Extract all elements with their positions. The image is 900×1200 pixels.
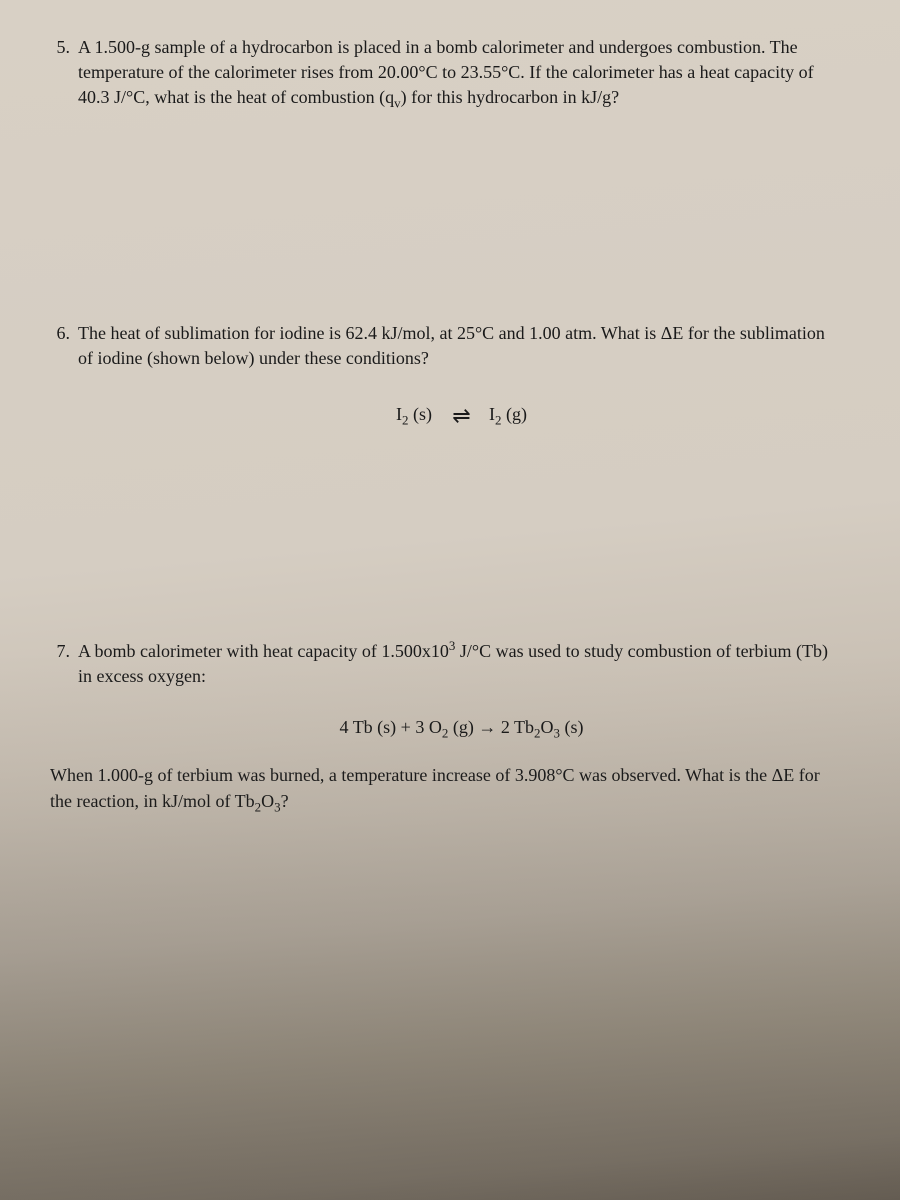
problem-6-number: 6. xyxy=(50,321,78,346)
problem-5: 5. A 1.500-g sample of a hydrocarbon is … xyxy=(50,35,845,111)
worksheet-page: 5. A 1.500-g sample of a hydrocarbon is … xyxy=(50,35,845,814)
problem-7-equation: 4 Tb (s) + 3 O2 (g) → 2 Tb2O3 (s) xyxy=(50,717,845,738)
equation-6-right: I2 (g) xyxy=(489,404,527,424)
problem-7-text: A bomb calorimeter with heat capacity of… xyxy=(78,639,845,689)
equation-6-left: I2 (s) xyxy=(396,404,432,424)
problem-7: 7. A bomb calorimeter with heat capacity… xyxy=(50,639,845,689)
problem-6-text: The heat of sublimation for iodine is 62… xyxy=(78,321,845,371)
problem-5-text: A 1.500-g sample of a hydrocarbon is pla… xyxy=(78,35,845,111)
problem-6: 6. The heat of sublimation for iodine is… xyxy=(50,321,845,371)
problem-6-equation: I2 (s) I2 (g) xyxy=(50,403,845,429)
equilibrium-arrow-icon xyxy=(441,403,481,429)
problem-5-number: 5. xyxy=(50,35,78,60)
problem-7-followup: When 1.000-g of terbium was burned, a te… xyxy=(50,763,845,813)
problem-7-number: 7. xyxy=(50,639,78,664)
